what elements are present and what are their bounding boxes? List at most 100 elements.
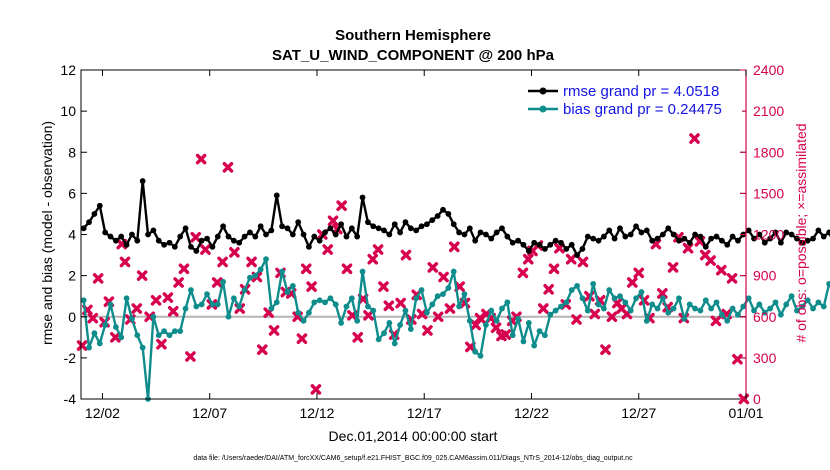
bias-point [783,301,790,308]
rmse-point [504,233,511,240]
bias-point [241,287,248,293]
obs-assimilated-marker [705,255,716,266]
bias-point [327,295,334,302]
bias-point [788,293,795,300]
obs-assimilated-marker [448,241,460,253]
rmse-point [91,211,98,217]
bias-point [590,280,597,287]
rmse-point [80,225,87,232]
rmse-point [665,225,672,232]
obs-assimilated-marker [577,256,589,268]
obs-assimilated-x [87,312,99,324]
x-tick-label: 12/12 [299,405,334,421]
obs-assimilated-x [543,284,554,295]
rmse-point [306,243,312,250]
rmse-point [659,231,666,238]
obs-assimilated-x [352,332,364,343]
bias-point [161,328,168,335]
obs-assimilated-x [490,322,502,334]
bias-point [166,332,173,339]
rmse-point [622,233,629,240]
bias-point [343,303,350,310]
obs-assimilated-x [150,295,162,306]
obs-assimilated-marker [200,244,211,255]
obs-assimilated-marker [657,288,668,299]
x-tick-label: 12/22 [514,405,549,421]
obs-assimilated-x [606,311,618,323]
bias-point [445,285,452,291]
rmse-point [735,237,741,244]
obs-assimilated-x [211,277,223,288]
obs-assimilated-x [327,215,339,227]
rmse-point [418,223,425,230]
bias-point [171,328,178,335]
bias-point [289,283,296,289]
obs-assimilated-marker [229,247,240,258]
bias-point [80,297,87,304]
rmse-point [139,178,146,184]
obs-assimilated-marker [372,244,384,255]
legend: rmse grand pr = 4.0518 bias grand pr = 0… [522,77,742,121]
rmse-point [794,235,800,242]
bias-point [686,301,693,308]
obs-assimilated-marker [306,281,317,292]
obs-assimilated-marker [76,340,88,351]
bias-point [649,301,656,308]
bias-point [568,287,575,293]
bias-point [617,293,623,300]
rmse-point [681,235,688,242]
obs-assimilated-marker [710,315,722,327]
obs-assimilated-x [256,344,268,355]
rmse-point [252,233,259,240]
obs-assimilated-marker [190,231,202,243]
obs-assimilated-marker [548,263,560,275]
rmse-point [579,245,586,252]
rmse-point [236,239,243,246]
rmse-point [531,239,538,246]
bias-point [225,313,232,320]
rmse-point [477,229,484,236]
obs-assimilated-marker [363,310,374,321]
obs-assimilated-x [732,353,743,365]
rmse-point [488,235,495,242]
right-tick-label: 600 [753,309,777,325]
bias-point [466,317,473,324]
bias-point [670,305,677,312]
bias-point [284,289,291,295]
left-tick-label: -2 [64,350,77,366]
obs-assimilated-x [178,263,190,275]
obs-assimilated-marker [246,256,257,268]
rmse-point [241,233,248,240]
bias-point [402,307,409,314]
bias-point [139,344,146,351]
bias-point [574,283,580,289]
rmse-point [525,248,532,254]
bias-point [204,291,210,298]
bias-point [434,293,441,300]
obs-assimilated-x [383,300,395,312]
rmse-point [676,237,682,244]
rmse-point [552,237,559,244]
rmse-point [751,235,757,242]
bias-point [708,305,715,312]
obs-assimilated-x [427,262,439,273]
rmse-point [177,233,184,240]
bias-point [515,315,521,322]
rmse-point [166,239,173,246]
left-tick-label: 4 [68,227,76,243]
bias-point [504,299,511,306]
rmse-point [536,241,543,248]
obs-assimilated-x [657,288,668,299]
bias-point [777,311,784,318]
obs-assimilated-x [92,273,104,284]
bias-point [627,307,634,314]
bias-point [332,301,339,308]
bias-point [413,295,420,302]
rmse-point [445,211,452,217]
bias-point [456,303,462,310]
rmse-point [204,235,210,242]
rmse-point [381,227,387,234]
obs-assimilated-marker [341,263,353,275]
obs-assimilated-x [577,256,589,268]
rmse-point [440,206,446,213]
